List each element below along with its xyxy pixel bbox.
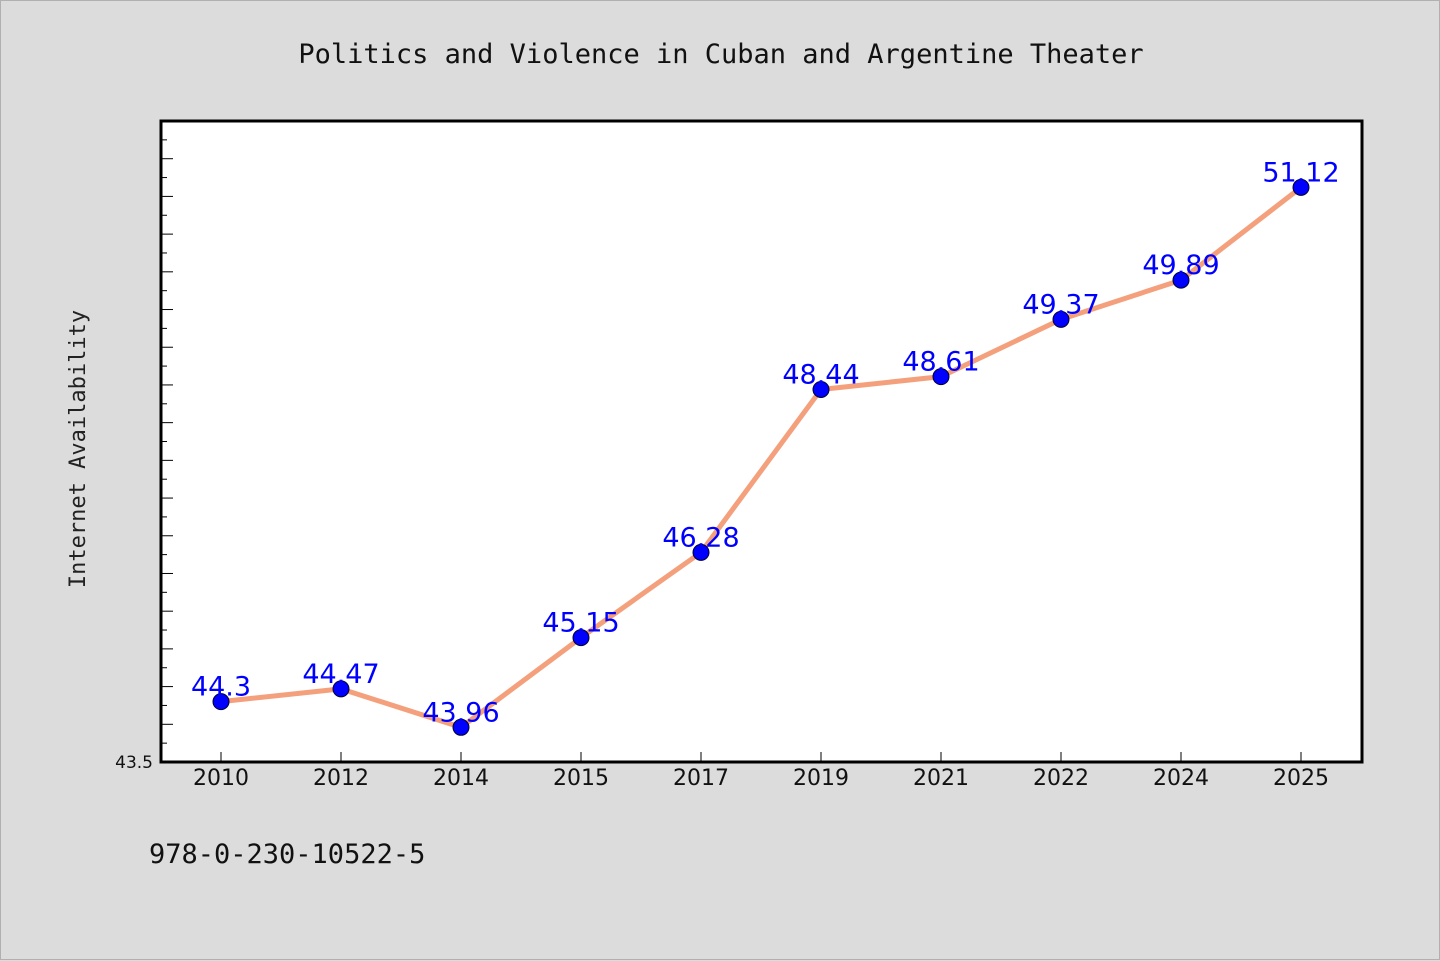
x-tick-label: 2024 [1153, 766, 1209, 791]
x-tick-label: 2015 [553, 766, 609, 791]
x-axis-tick-labels: 2010 2012 2014 2015 2017 2019 2021 2022 2024 2025 [193, 766, 1329, 791]
x-tick-label: 2017 [673, 766, 729, 791]
x-tick-label: 2014 [433, 766, 489, 791]
x-tick-label: 2022 [1033, 766, 1089, 791]
data-label: 43.96 [422, 697, 499, 728]
data-point [452, 718, 470, 736]
data-point [692, 543, 710, 561]
series-group [212, 178, 1310, 736]
data-label: 48.61 [902, 347, 979, 378]
data-point [932, 368, 950, 386]
data-point [332, 680, 350, 698]
y-axis-ticks [161, 139, 173, 744]
data-label: 49.37 [1022, 289, 1099, 320]
data-label: 49.89 [1142, 250, 1219, 281]
isbn-footer: 978-0-230-10522-5 [149, 839, 425, 870]
data-label: 44.3 [191, 672, 251, 703]
x-tick-label: 2021 [913, 766, 969, 791]
data-labels: 44.3 44.47 43.96 45.15 46.28 48.44 48.61 49.37 4… [191, 157, 1340, 728]
y-axis-tick-labels: 43.5 [115, 753, 153, 773]
data-point [212, 693, 230, 711]
y-tick-label: 43.5 [115, 753, 153, 773]
x-tick-label: 2025 [1273, 766, 1329, 791]
x-tick-label: 2012 [313, 766, 369, 791]
x-tick-label: 2019 [793, 766, 849, 791]
chart-title: Politics and Violence in Cuban and Argen… [298, 39, 1143, 70]
data-label: 45.15 [542, 608, 619, 639]
y-axis-label: Internet Availability [66, 310, 91, 588]
data-point [572, 629, 590, 647]
plot-area [159, 119, 1364, 764]
x-axis-ticks [220, 752, 1302, 762]
data-point [1292, 178, 1310, 196]
data-point [1052, 310, 1070, 328]
x-tick-label: 2010 [193, 766, 249, 791]
data-point [1172, 271, 1190, 289]
data-label: 44.47 [302, 659, 379, 690]
data-label: 51.12 [1262, 157, 1339, 188]
series-line [220, 185, 1303, 730]
data-label: 46.28 [662, 522, 739, 553]
data-label: 48.44 [782, 359, 859, 390]
data-point [812, 380, 830, 398]
